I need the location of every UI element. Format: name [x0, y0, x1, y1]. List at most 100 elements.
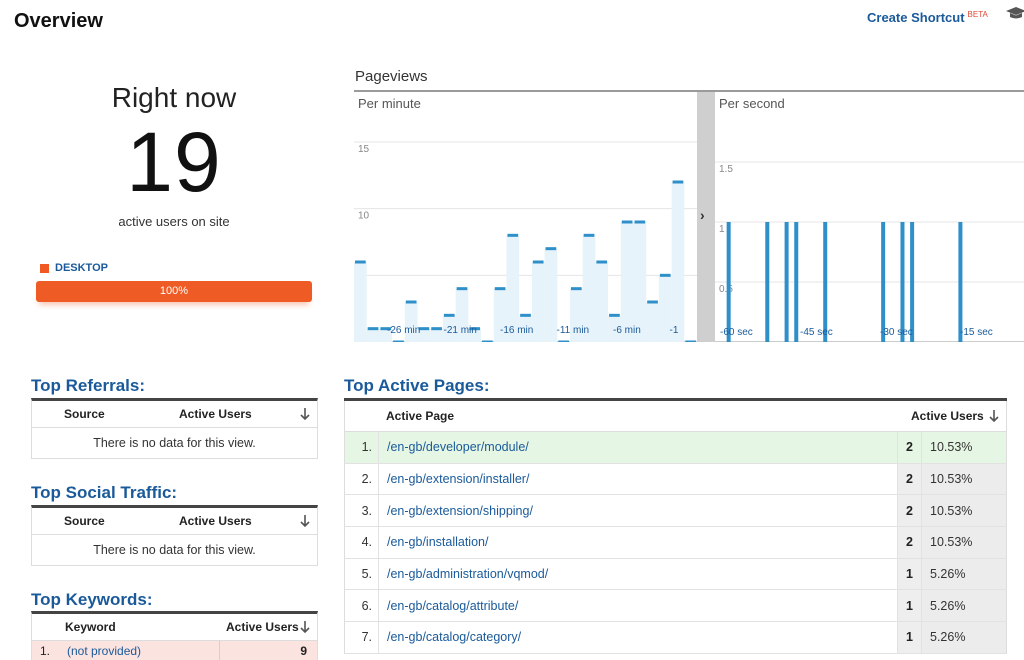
- col-source[interactable]: Source: [64, 514, 105, 528]
- table-row[interactable]: 4./en-gb/installation/2 10.53%: [344, 527, 1007, 559]
- create-shortcut-label[interactable]: Create Shortcut: [867, 10, 965, 25]
- page-users: 2: [898, 432, 922, 463]
- second-bar: [765, 222, 770, 342]
- top-social-title: Top Social Traffic:: [31, 483, 178, 502]
- top-active-pages-title: Top Active Pages:: [344, 376, 490, 395]
- second-bar: [726, 222, 731, 342]
- col-keyword[interactable]: Keyword: [65, 620, 116, 634]
- social-header: Source Active Users: [32, 508, 317, 535]
- column-divider: [219, 641, 220, 660]
- minute-bar-cap: [355, 260, 366, 264]
- row-number: 4.: [345, 527, 379, 558]
- minute-bar: [379, 328, 393, 342]
- page-percent: 5.26%: [922, 590, 1006, 622]
- y-tick-label: 15: [358, 144, 370, 155]
- page-link[interactable]: /en-gb/administration/vqmod/: [379, 558, 898, 590]
- minute-bar: [417, 328, 431, 342]
- page-link[interactable]: /en-gb/developer/module/: [379, 432, 898, 463]
- per-minute-label: Per minute: [358, 96, 421, 111]
- minute-bar: [658, 275, 672, 342]
- minute-bar: [544, 248, 558, 342]
- sort-down-icon[interactable]: [299, 513, 311, 529]
- x-tick-label: -26 min: [387, 325, 420, 336]
- page-title: Overview: [14, 10, 103, 32]
- device-legend: DESKTOP: [40, 262, 108, 274]
- table-row[interactable]: 5./en-gb/administration/vqmod/1 5.26%: [344, 558, 1007, 591]
- page-users: 2: [898, 495, 922, 527]
- per-minute-chart: 15105-26 min-21 min-16 min-11 min-6 min-…: [354, 141, 697, 342]
- minute-bar: [569, 288, 583, 342]
- minute-bar: [354, 262, 367, 342]
- x-tick-label: -16 min: [500, 325, 533, 336]
- col-active-page[interactable]: Active Page: [386, 409, 455, 423]
- page-percent: 10.53%: [922, 527, 1006, 558]
- minute-bar: [404, 302, 418, 342]
- page-percent: 10.53%: [922, 463, 1006, 495]
- minute-bar-cap: [570, 287, 582, 291]
- table-row[interactable]: 3./en-gb/extension/shipping/2 10.53%: [344, 495, 1007, 528]
- y-tick-label: 10: [358, 211, 370, 222]
- page-link[interactable]: /en-gb/catalog/category/: [379, 622, 898, 653]
- row-number: 3.: [345, 495, 379, 527]
- second-bar: [900, 222, 905, 342]
- page-users: 1: [898, 590, 922, 622]
- device-percent-bar: 100%: [36, 281, 312, 302]
- active-users-caption: active users on site: [118, 214, 230, 229]
- minute-bar-cap: [443, 313, 455, 317]
- col-active-users[interactable]: Active Users: [226, 620, 299, 634]
- sort-down-icon[interactable]: [299, 619, 311, 635]
- y-tick-label: 1: [719, 224, 725, 235]
- device-swatch: [40, 263, 49, 273]
- page-percent: 5.26%: [922, 558, 1006, 590]
- minute-bar: [646, 302, 659, 342]
- col-source[interactable]: Source: [64, 407, 105, 421]
- second-bar: [910, 222, 915, 342]
- minute-bar: [582, 235, 596, 342]
- table-row[interactable]: 1. (not provided) 9: [32, 641, 317, 660]
- row-number: 7.: [345, 622, 379, 653]
- page-link[interactable]: /en-gb/installation/: [379, 527, 898, 558]
- graduation-cap-icon[interactable]: [1005, 6, 1024, 22]
- row-number: 5.: [345, 558, 379, 590]
- x-tick-label: -45 sec: [800, 327, 833, 338]
- col-active-users[interactable]: Active Users: [911, 409, 984, 423]
- sort-down-icon[interactable]: [988, 408, 1000, 424]
- chart-divider[interactable]: [697, 92, 715, 342]
- minute-bar: [531, 262, 545, 342]
- col-active-users[interactable]: Active Users: [179, 514, 252, 528]
- col-active-users[interactable]: Active Users: [179, 407, 252, 421]
- minute-bar: [468, 328, 482, 342]
- row-number: 1.: [345, 432, 379, 463]
- active-pages-header: Active Page Active Users: [344, 401, 1007, 432]
- active-pages-table: Active Page Active Users 1./en-gb/develo…: [344, 398, 1007, 654]
- device-label: DESKTOP: [55, 262, 108, 274]
- row-number: 1.: [40, 644, 51, 658]
- minute-bar: [493, 288, 507, 342]
- x-tick-label: -30 sec: [880, 327, 913, 338]
- beta-badge: BETA: [967, 10, 988, 19]
- empty-message: There is no data for this view.: [93, 543, 256, 557]
- keyword-link[interactable]: (not provided): [67, 644, 142, 658]
- row-number: 2.: [345, 463, 379, 495]
- page-link[interactable]: /en-gb/extension/shipping/: [379, 495, 898, 527]
- top-keywords-title: Top Keywords:: [31, 590, 153, 609]
- pageviews-chart: Per minute Per second 15105-26 min-21 mi…: [354, 90, 1024, 342]
- minute-bar: [366, 328, 380, 342]
- chevron-right-icon[interactable]: ›: [700, 207, 705, 223]
- table-row[interactable]: 2./en-gb/extension/installer/2 10.53%: [344, 463, 1007, 496]
- minute-bar-cap: [634, 220, 646, 224]
- table-row[interactable]: 7./en-gb/catalog/category/1 5.26%: [344, 622, 1007, 654]
- minute-bar-cap: [405, 300, 417, 304]
- minute-bar-cap: [621, 220, 633, 224]
- create-shortcut-link[interactable]: Create Shortcut BETA: [867, 10, 988, 25]
- keywords-header: Keyword Active Users: [32, 614, 317, 641]
- page-users: 1: [898, 558, 922, 590]
- second-bar: [823, 222, 828, 342]
- page-users: 2: [898, 527, 922, 558]
- table-row[interactable]: 1./en-gb/developer/module/2 10.53%: [344, 432, 1007, 464]
- page-link[interactable]: /en-gb/catalog/attribute/: [379, 590, 898, 622]
- table-row[interactable]: 6./en-gb/catalog/attribute/1 5.26%: [344, 590, 1007, 623]
- page-link[interactable]: /en-gb/extension/installer/: [379, 463, 898, 495]
- sort-down-icon[interactable]: [299, 406, 311, 422]
- page-users: 2: [898, 463, 922, 495]
